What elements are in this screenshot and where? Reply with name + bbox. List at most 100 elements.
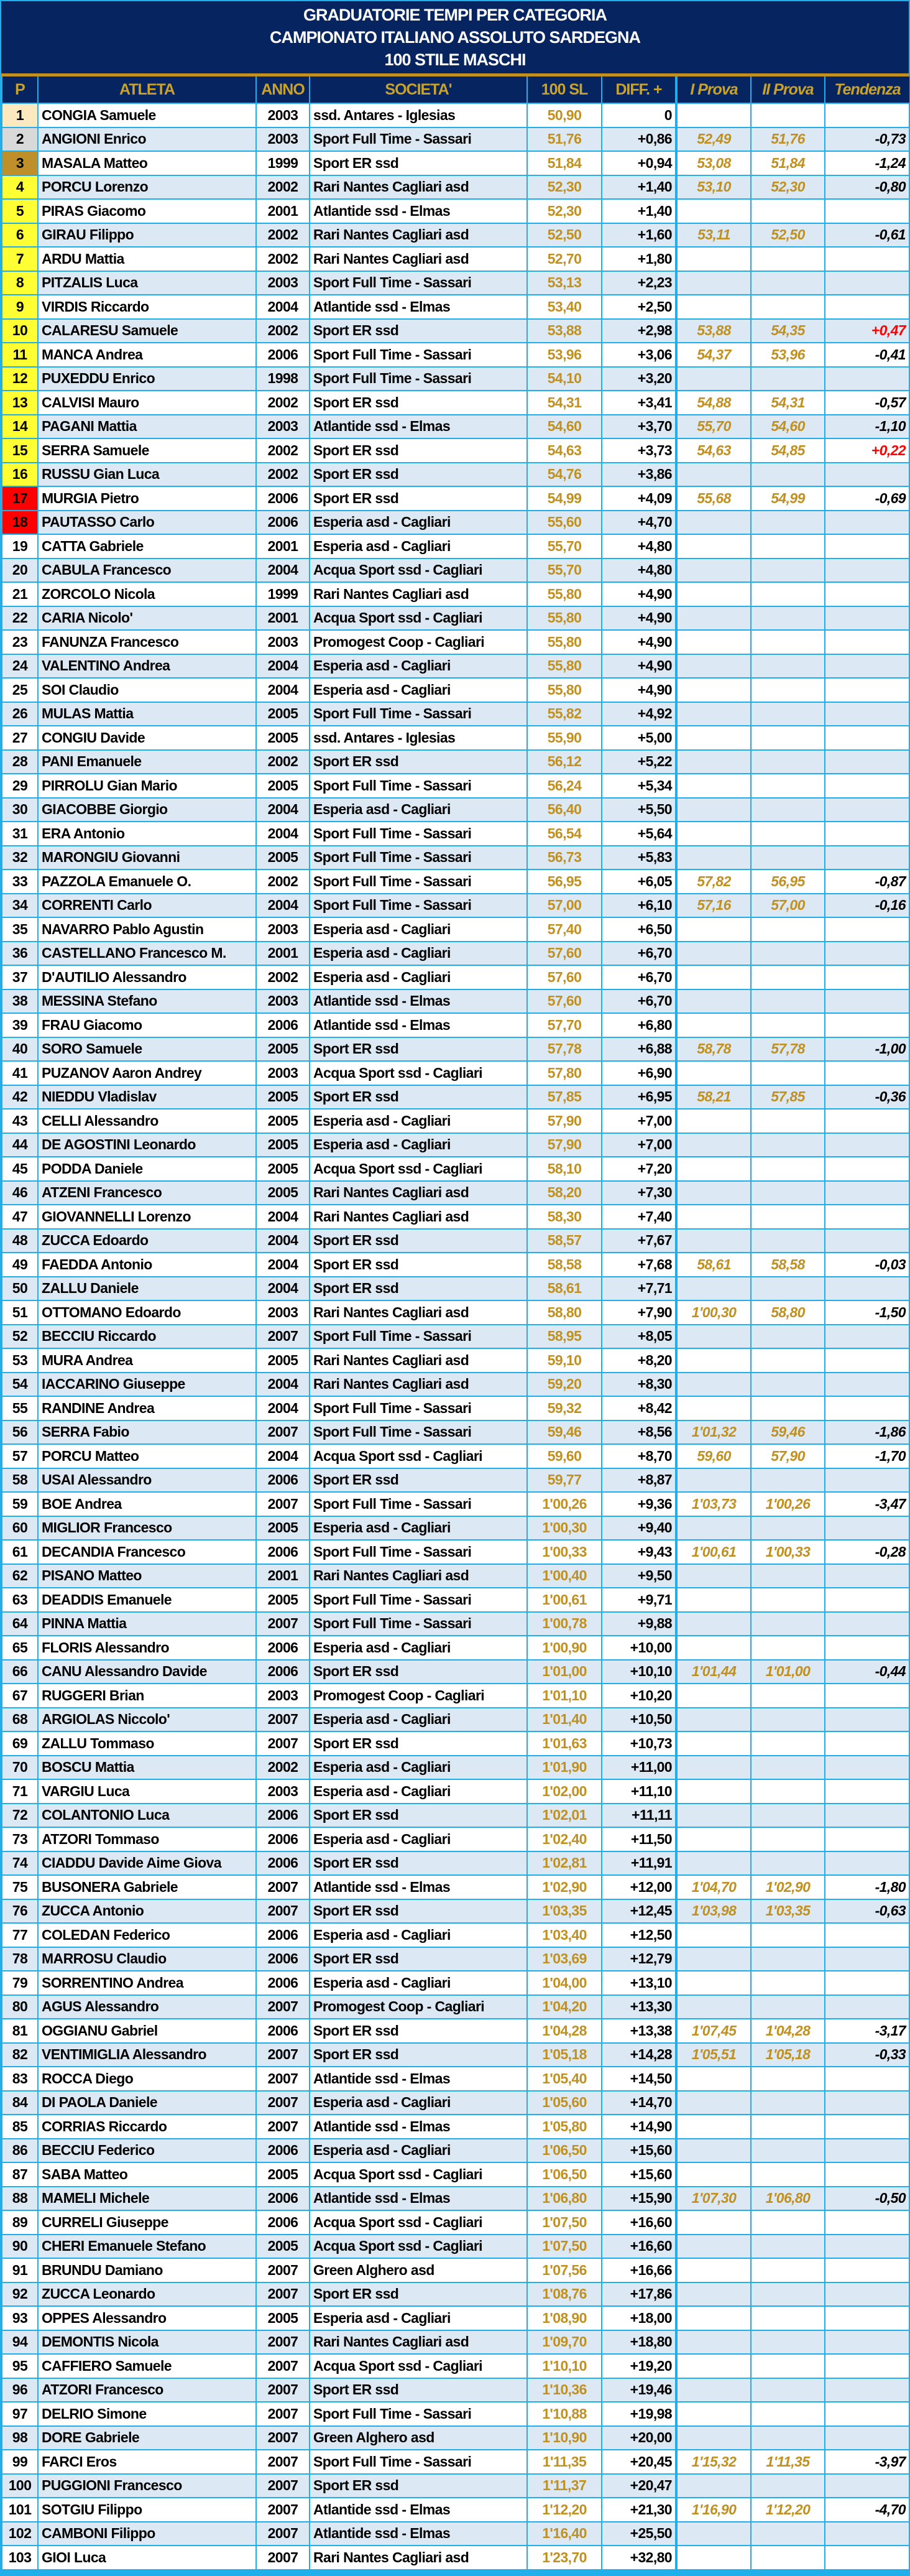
cell-position: 35 bbox=[1, 917, 39, 942]
cell-diff: +6,05 bbox=[601, 869, 678, 894]
cell-year: 2001 bbox=[255, 198, 310, 224]
cell-trend bbox=[824, 2281, 910, 2307]
cell-athlete: GIOVANNELLI Lorenzo bbox=[37, 1204, 257, 1230]
cell-prova1: 1'16,90 bbox=[676, 2497, 751, 2523]
cell-diff: +13,10 bbox=[601, 1970, 678, 1996]
cell-prova1 bbox=[676, 1515, 751, 1541]
cell-time: 55,70 bbox=[526, 557, 602, 583]
table-row: 1 CONGIA Samuele 2003 ssd. Antares - Iglesi… bbox=[1, 103, 910, 128]
table-row: 103 GIOI Luca 2007 Rari Nantes Cagliari asd… bbox=[1, 2545, 910, 2570]
table-row: 42 NIEDDU Vladislav 2005 Sport ER ssd 57,85 +… bbox=[1, 1084, 910, 1110]
cell-athlete: SOTGIU Filippo bbox=[37, 2497, 257, 2523]
cell-athlete: PORCU Matteo bbox=[37, 1443, 257, 1469]
cell-diff: +5,83 bbox=[601, 845, 678, 870]
cell-prova2 bbox=[750, 1467, 825, 1493]
cell-athlete: ANGIONI Enrico bbox=[37, 126, 257, 152]
cell-prova2 bbox=[750, 2377, 825, 2402]
cell-time: 1'06,50 bbox=[526, 2138, 602, 2163]
cell-position: 65 bbox=[1, 1635, 39, 1661]
cell-time: 51,76 bbox=[526, 126, 602, 152]
cell-time: 1'01,90 bbox=[526, 1754, 602, 1780]
cell-athlete: D'AUTILIO Alessandro bbox=[37, 965, 257, 990]
cell-prova1 bbox=[676, 461, 751, 487]
cell-time: 59,32 bbox=[526, 1396, 602, 1421]
cell-time: 55,80 bbox=[526, 629, 602, 655]
cell-trend: -1,80 bbox=[824, 1874, 910, 1900]
cell-diff: +2,23 bbox=[601, 270, 678, 295]
table-row: 32 MARONGIU Giovanni 2005 Sport Full Time -… bbox=[1, 845, 910, 870]
cell-prova1 bbox=[676, 2425, 751, 2450]
cell-club: Sport ER ssd bbox=[309, 2377, 528, 2402]
cell-diff: +13,38 bbox=[601, 2018, 678, 2044]
table-row: 29 PIRROLU Gian Mario 2005 Sport Full Time … bbox=[1, 773, 910, 799]
header-societa: SOCIETA' bbox=[309, 76, 527, 103]
cell-club: Atlantide ssd - Elmas bbox=[309, 2185, 528, 2211]
cell-trend: -0,36 bbox=[824, 1084, 910, 1110]
cell-prova1: 1'01,32 bbox=[676, 1419, 751, 1445]
cell-trend bbox=[824, 1946, 910, 1971]
cell-diff: +5,00 bbox=[601, 725, 678, 751]
cell-trend bbox=[824, 2114, 910, 2139]
cell-prova2 bbox=[750, 1515, 825, 1541]
cell-athlete: BUSONERA Gabriele bbox=[37, 1874, 257, 1900]
cell-prova2 bbox=[750, 749, 825, 774]
cell-year: 2006 bbox=[255, 2138, 310, 2163]
cell-time: 54,31 bbox=[526, 390, 602, 415]
cell-prova1 bbox=[676, 2138, 751, 2163]
cell-position: 85 bbox=[1, 2114, 39, 2139]
cell-club: Sport ER ssd bbox=[309, 1731, 528, 1756]
cell-position: 13 bbox=[1, 390, 39, 415]
cell-prova2 bbox=[750, 2138, 825, 2163]
cell-prova1 bbox=[676, 1060, 751, 1086]
cell-prova2 bbox=[750, 701, 825, 726]
cell-athlete: PANI Emanuele bbox=[37, 749, 257, 774]
cell-year: 2003 bbox=[255, 1779, 310, 1804]
cell-trend bbox=[824, 988, 910, 1014]
cell-trend bbox=[824, 534, 910, 559]
cell-time: 52,30 bbox=[526, 198, 602, 224]
cell-time: 55,80 bbox=[526, 653, 602, 679]
cell-athlete: SORRENTINO Andrea bbox=[37, 1970, 257, 1996]
cell-prova2 bbox=[750, 2162, 825, 2187]
cell-trend bbox=[824, 2401, 910, 2427]
cell-position: 29 bbox=[1, 773, 39, 799]
cell-prova1 bbox=[676, 1922, 751, 1948]
cell-diff: +5,34 bbox=[601, 773, 678, 799]
cell-prova2 bbox=[750, 1970, 825, 1996]
cell-prova2: 1'04,28 bbox=[750, 2018, 825, 2044]
cell-club: ssd. Antares - Iglesias bbox=[309, 103, 528, 128]
cell-athlete: ZUCCA Leonardo bbox=[37, 2281, 257, 2307]
cell-time: 59,60 bbox=[526, 1443, 602, 1469]
cell-year: 2005 bbox=[255, 725, 310, 751]
cell-athlete: PIRAS Giacomo bbox=[37, 198, 257, 224]
cell-prova2 bbox=[750, 2066, 825, 2092]
cell-diff: +8,20 bbox=[601, 1348, 678, 1373]
cell-year: 2002 bbox=[255, 438, 310, 463]
cell-prova2: 57,85 bbox=[750, 1084, 825, 1110]
table-row: 68 ARGIOLAS Niccolo' 2007 Esperia asd - Cag… bbox=[1, 1707, 910, 1732]
cell-trend bbox=[824, 653, 910, 679]
cell-position: 12 bbox=[1, 366, 39, 391]
cell-athlete: DELRIO Simone bbox=[37, 2401, 257, 2427]
cell-trend bbox=[824, 1371, 910, 1397]
cell-prova1 bbox=[676, 2401, 751, 2427]
cell-time: 1'11,37 bbox=[526, 2473, 602, 2498]
cell-diff: +14,50 bbox=[601, 2066, 678, 2092]
cell-position: 77 bbox=[1, 1922, 39, 1948]
table-row: 90 CHERI Emanuele Stefano 2005 Acqua Sport … bbox=[1, 2233, 910, 2259]
cell-club: Atlantide ssd - Elmas bbox=[309, 2066, 528, 2092]
cell-trend bbox=[824, 677, 910, 703]
cell-prova2: 1'05,18 bbox=[750, 2042, 825, 2067]
cell-prova2 bbox=[750, 988, 825, 1014]
cell-year: 2007 bbox=[255, 2281, 310, 2307]
cell-diff: +10,10 bbox=[601, 1659, 678, 1684]
cell-trend: -3,97 bbox=[824, 2449, 910, 2475]
cell-prova2 bbox=[750, 2521, 825, 2546]
cell-trend bbox=[824, 965, 910, 990]
cell-athlete: CALARESU Samuele bbox=[37, 318, 257, 343]
cell-year: 2007 bbox=[255, 2353, 310, 2379]
cell-year: 2003 bbox=[255, 270, 310, 295]
cell-year: 2006 bbox=[255, 1827, 310, 1852]
cell-prova1: 1'00,30 bbox=[676, 1300, 751, 1325]
